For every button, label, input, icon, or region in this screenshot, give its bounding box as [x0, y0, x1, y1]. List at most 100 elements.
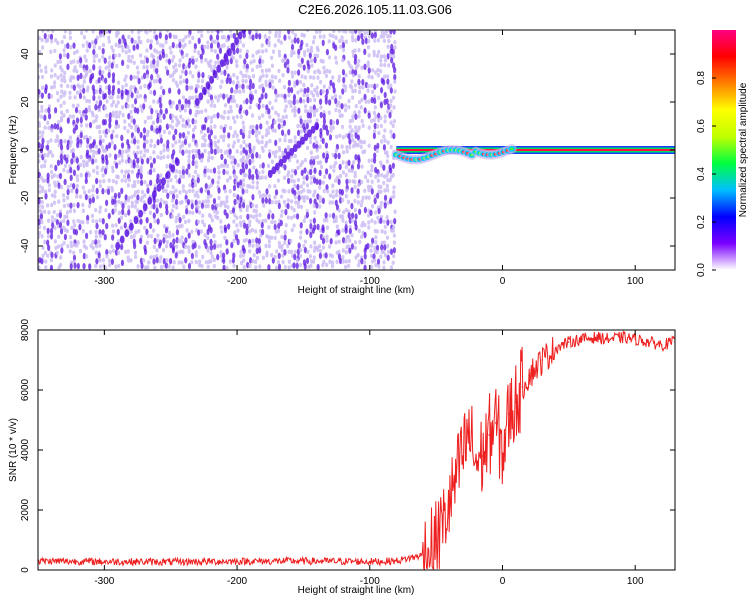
spectrogram-noise-cell	[107, 258, 111, 263]
spectrogram-noise-cell	[98, 99, 103, 107]
spectrogram-noise-cell	[92, 94, 96, 102]
spectrogram-noise-cell	[382, 260, 386, 265]
spectrogram-noise-cell	[367, 187, 371, 193]
spectrogram-noise-cell	[178, 249, 183, 255]
spectrogram-noise-cell	[79, 123, 84, 128]
spectrogram-noise-cell	[321, 245, 326, 250]
spectrogram-noise-cell	[177, 177, 182, 185]
spectrogram-noise-cell	[312, 193, 316, 198]
spectrogram-noise-cell	[241, 253, 246, 258]
spectrogram-streak-cell	[156, 183, 162, 192]
spectrogram-noise-cell	[335, 175, 340, 180]
spectrogram-noise-cell	[59, 110, 64, 115]
spectrogram-noise-cell	[277, 33, 282, 39]
spectrogram-noise-cell	[293, 169, 298, 176]
spectrogram-noise-cell	[202, 222, 207, 228]
x-tick-label: 0	[500, 576, 506, 587]
spectrogram-noise-cell	[276, 112, 281, 118]
carrier-onset-core	[509, 147, 514, 151]
spectrogram-noise-cell	[337, 249, 341, 255]
spectrogram-noise-cell	[298, 79, 303, 85]
spectrogram-noise-cell	[97, 107, 101, 113]
spectrogram-noise-cell	[193, 169, 198, 175]
spectrogram-streak-cell	[234, 37, 239, 46]
spectrogram-noise-cell	[191, 137, 195, 143]
spectrogram-noise-cell	[75, 194, 79, 199]
spectrogram-noise-cell	[369, 253, 373, 259]
spectrogram-noise-cell	[99, 33, 103, 38]
spectrogram-noise-cell	[222, 43, 226, 48]
spectrogram-noise-cell	[239, 150, 243, 156]
spectrogram-noise-cell	[209, 244, 214, 251]
spectrogram-noise-cell	[191, 58, 195, 65]
spectrogram-noise-cell	[60, 39, 64, 45]
spectrogram-noise-cell	[357, 109, 361, 115]
spectrogram-noise-cell	[130, 200, 134, 206]
spectrogram-noise-cell	[159, 264, 164, 270]
spectrogram-noise-cell	[327, 39, 331, 44]
spectrogram-noise-cell	[325, 225, 330, 230]
spectrogram-noise-cell	[264, 82, 268, 88]
spectrogram-noise-cell	[133, 98, 138, 105]
spectrogram-noise-cell	[274, 75, 278, 80]
spectrogram-noise-cell	[46, 30, 50, 33]
spectrogram-noise-cell	[215, 34, 220, 41]
spectrogram-noise-cell	[373, 220, 377, 225]
spectrogram-noise-cell	[379, 189, 383, 194]
spectrogram-noise-cell	[267, 243, 272, 249]
spectrogram-noise-cell	[292, 94, 297, 101]
spectrogram-noise-cell	[143, 180, 147, 185]
spectrogram-noise-cell	[270, 63, 275, 69]
spectrogram-noise-cell	[75, 117, 80, 124]
spectrogram-noise-cell	[105, 85, 109, 90]
spectrogram-noise-cell	[152, 203, 156, 210]
spectrogram-noise-cell	[110, 62, 114, 69]
spectrogram-streak-cell	[161, 177, 166, 186]
spectrogram-noise-cell	[325, 48, 330, 56]
spectrogram-noise-cell	[130, 203, 134, 209]
spectrogram-noise-cell	[287, 100, 291, 105]
spectrogram-noise-cell	[101, 217, 105, 225]
snr-data-point	[594, 336, 597, 339]
spectrogram-noise-cell	[178, 169, 182, 175]
spectrogram-noise-cell	[58, 212, 63, 219]
spectrogram-noise-cell	[254, 265, 258, 270]
spectrogram-noise-cell	[139, 179, 144, 186]
spectrogram-noise-cell	[363, 231, 367, 239]
spectrogram-noise-cell	[348, 70, 352, 75]
spectrogram-noise-cell	[239, 179, 243, 186]
spectrogram-noise-cell	[95, 170, 99, 175]
spectrogram-noise-cell	[145, 69, 149, 76]
spectrogram-noise-cell	[191, 148, 195, 154]
spectrogram-noise-cell	[232, 184, 237, 192]
spectrogram-noise-cell	[347, 212, 351, 219]
spectrogram-noise-cell	[241, 202, 246, 209]
spectrogram-noise-cell	[230, 241, 234, 249]
spectrogram-noise-cell	[124, 50, 128, 55]
spectrogram-noise-cell	[103, 57, 107, 64]
spectrogram-noise-cell	[342, 76, 346, 84]
spectrogram-noise-cell	[158, 32, 162, 39]
spectrogram-streak-cell	[303, 133, 309, 142]
spectrogram-noise-cell	[357, 228, 361, 234]
spectrogram-noise-cell	[95, 35, 100, 40]
spectrogram-noise-cell	[167, 264, 171, 269]
spectrogram-noise-cell	[108, 153, 112, 158]
spectrogram-noise-cell	[92, 64, 96, 71]
spectrogram-noise-cell	[222, 264, 226, 270]
spectrogram-noise-cell	[321, 197, 325, 205]
spectrogram-noise-cell	[233, 130, 237, 135]
snr-plot-area	[38, 330, 675, 570]
spectrogram-noise-cell	[225, 212, 229, 219]
spectrogram-noise-cell	[292, 50, 296, 55]
spectrogram-noise-cell	[321, 180, 325, 185]
spectrogram-noise-cell	[175, 229, 180, 236]
spectrogram-noise-cell	[238, 39, 242, 44]
spectrogram-noise-cell	[231, 257, 235, 264]
spectrogram-noise-cell	[357, 48, 361, 53]
spectrogram-noise-cell	[363, 188, 367, 194]
spectrogram-noise-cell	[379, 184, 383, 190]
spectrogram-noise-cell	[334, 233, 338, 238]
spectrogram-noise-cell	[69, 45, 73, 50]
spectrogram-noise-cell	[377, 207, 381, 215]
